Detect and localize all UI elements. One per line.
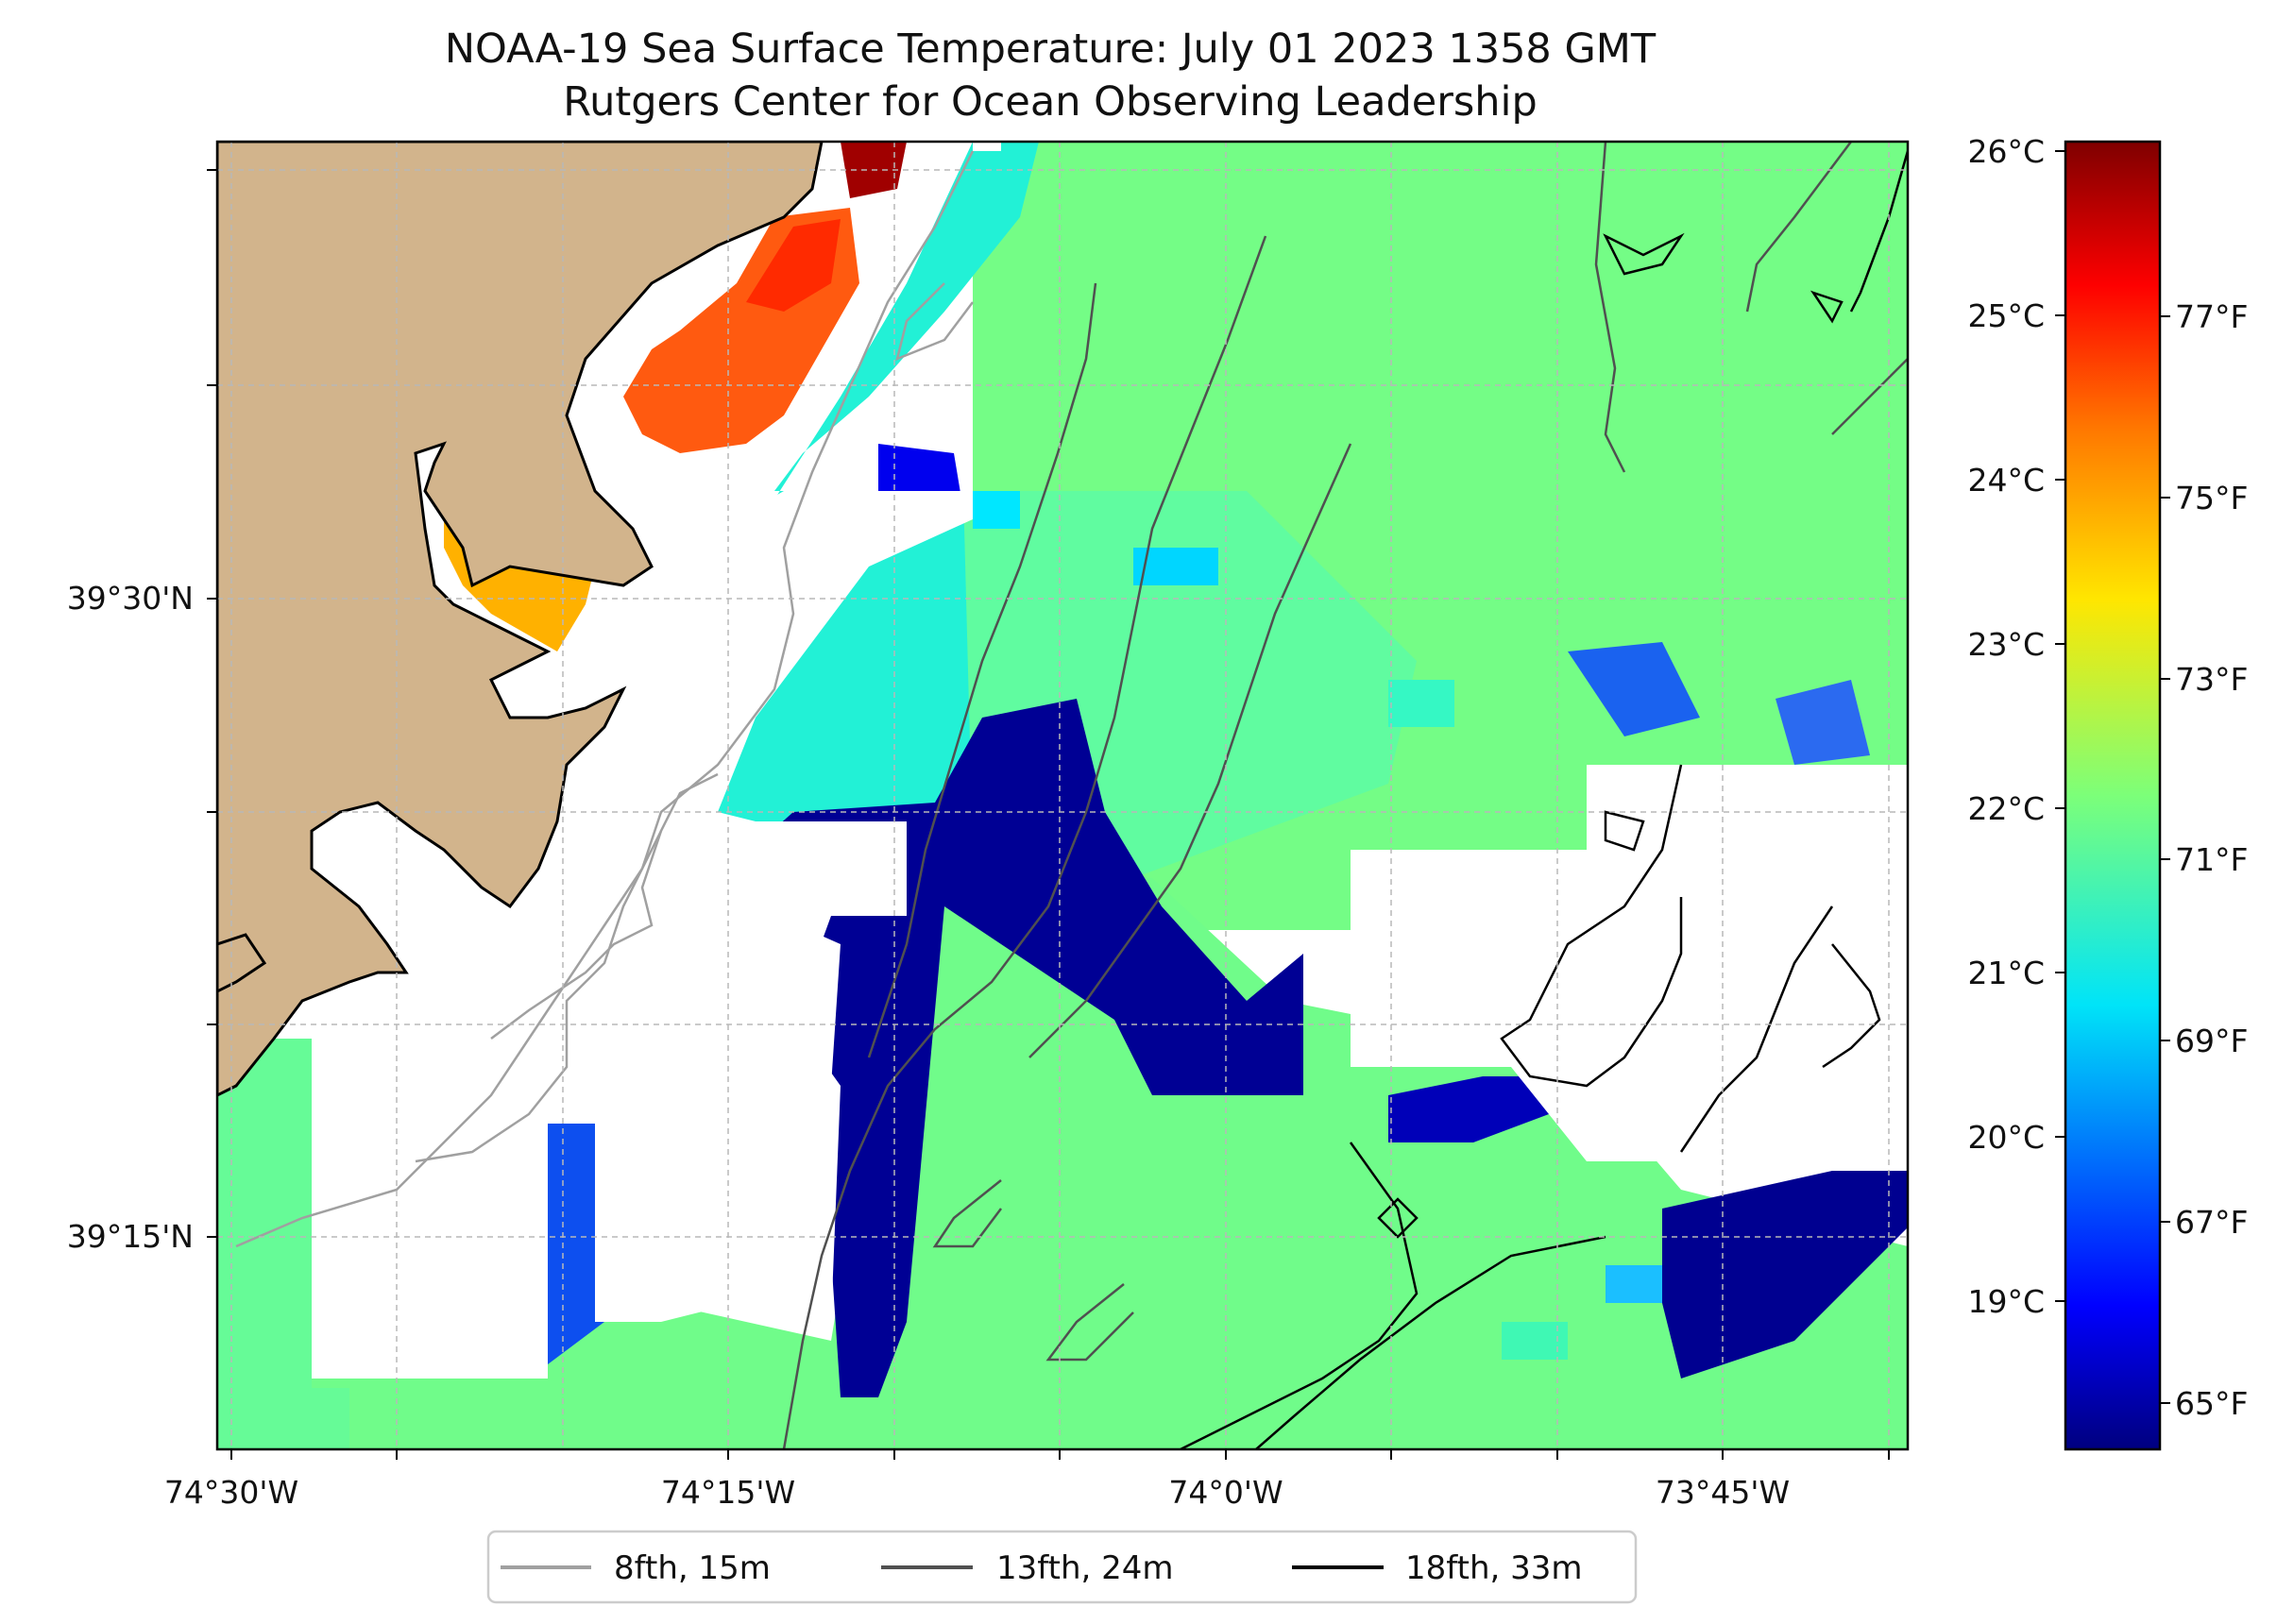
- sst-cool-patch-east: [1776, 680, 1870, 765]
- no-data-east: [1351, 765, 1908, 1161]
- colorbar-celsius-label: 20°C: [1967, 1119, 2045, 1156]
- no-data-regions: [217, 142, 1908, 1379]
- land-new-jersey: [217, 142, 824, 1097]
- lat-tick-label: 39°15'N: [67, 1218, 194, 1255]
- legend-label-18fth: 18fth, 33m: [1405, 1549, 1583, 1587]
- lon-tick-label: 74°0'W: [1168, 1474, 1283, 1511]
- colorbar-celsius-label: 24°C: [1967, 462, 2045, 499]
- colorbar-fahrenheit-label: 67°F: [2175, 1204, 2248, 1241]
- colorbar-fahrenheit-label: 75°F: [2175, 480, 2248, 516]
- lon-tick-label: 74°15'W: [661, 1474, 795, 1511]
- lat-tick-label: 39°30'N: [67, 580, 194, 617]
- no-data-southeast: [1681, 991, 1776, 1171]
- colorbar-celsius-label: 25°C: [1967, 297, 2045, 334]
- sst-cool-patch-northeast: [1568, 642, 1700, 736]
- colorbar: 26°C 25°C 24°C 23°C 22°C 21°C 20°C 19°C …: [1967, 133, 2248, 1451]
- sst-pixel: [1133, 548, 1218, 585]
- map-title: NOAA-19 Sea Surface Temperature: July 01…: [445, 25, 1657, 73]
- sst-cold-patch-southeast: [1662, 1171, 1908, 1379]
- contours-18fth: [1180, 150, 1908, 1449]
- colorbar-fahrenheit-label: 69°F: [2175, 1023, 2248, 1059]
- colorbar-fahrenheit-ticks: [2160, 315, 2170, 1404]
- colorbar-fahrenheit-label: 73°F: [2175, 661, 2248, 698]
- map-frame: [215, 140, 1910, 1451]
- contours-8fth: [235, 150, 975, 1248]
- colorbar-gradient: [2064, 140, 2162, 1451]
- colorbar-celsius-label: 19°C: [1967, 1283, 2045, 1320]
- map-area: [217, 142, 1908, 1449]
- colorbar-celsius-label: 22°C: [1967, 790, 2045, 827]
- colorbar-fahrenheit-label: 65°F: [2175, 1385, 2248, 1422]
- no-data-west: [217, 491, 973, 1379]
- sst-cold-patch-east: [1388, 1076, 1549, 1142]
- colorbar-fahrenheit-label: 71°F: [2175, 841, 2248, 878]
- lon-tick-label: 74°30'W: [164, 1474, 298, 1511]
- axis-ticks: [207, 169, 1890, 1460]
- colorbar-celsius-label: 21°C: [1967, 955, 2045, 991]
- contours-13fth: [782, 142, 1908, 1449]
- sst-pixel: [1388, 680, 1454, 727]
- legend-box: [486, 1530, 1638, 1604]
- lon-tick-label: 73°45'W: [1656, 1474, 1790, 1511]
- colorbar-celsius-label: 23°C: [1967, 626, 2045, 663]
- sst-pixel: [1606, 1265, 1662, 1303]
- colorbar-celsius-label: 26°C: [1967, 133, 2045, 170]
- sst-warm-inlet-core: [746, 219, 841, 312]
- land-cape-may-tip: [217, 933, 267, 993]
- legend-label-13fth: 13fth, 24m: [996, 1549, 1174, 1587]
- legend-label-8fth: 8fth, 15m: [614, 1549, 771, 1587]
- gridlines: [217, 142, 1908, 1449]
- sst-region-southwest-ocean: [217, 1039, 349, 1449]
- sst-pixel: [973, 491, 1020, 529]
- map-subtitle: Rutgers Center for Ocean Observing Leade…: [563, 78, 1538, 126]
- colorbar-fahrenheit-label: 77°F: [2175, 298, 2248, 335]
- legend: 8fth, 15m 13fth, 24m 18fth, 33m: [486, 1530, 1638, 1604]
- no-data-northeast-strip: [973, 142, 1001, 151]
- colorbar-celsius-ticks: [2055, 150, 2065, 1302]
